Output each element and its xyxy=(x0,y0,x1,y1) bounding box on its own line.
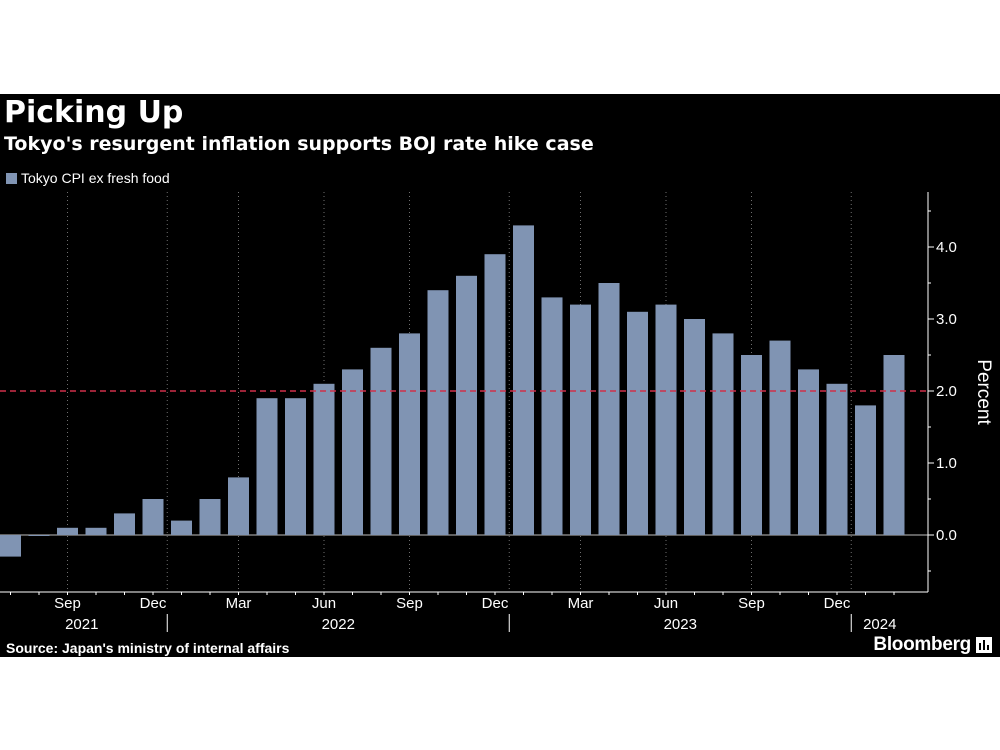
bar-apr-2022 xyxy=(256,398,278,535)
x-tick-label: Dec xyxy=(482,595,509,612)
bar-feb-2023 xyxy=(541,297,563,535)
x-year-label: 2022 xyxy=(322,616,355,633)
y-tick-label: 1.0 xyxy=(936,455,957,472)
x-tick-label: Sep xyxy=(396,595,423,612)
bar-dec-2023 xyxy=(826,383,848,535)
chart-title: Picking Up xyxy=(4,95,184,130)
bar-aug-2022 xyxy=(370,347,392,535)
bar-chart-icon xyxy=(976,637,992,653)
bar-jul-2021 xyxy=(0,535,21,557)
bar-jan-2024 xyxy=(855,405,876,535)
x-tick-label: Sep xyxy=(738,595,765,612)
inflation-bar-chart: 0.0 1.0 2.0 3.0 4.0 Percent Sep Dec Mar Jun Sep Dec… xyxy=(0,192,994,633)
bar-sep-2021 xyxy=(57,527,78,535)
x-tick-label: Mar xyxy=(226,595,252,612)
bar-dec-2021 xyxy=(142,499,164,535)
bar-jan-2023 xyxy=(513,225,534,535)
bar-jan-2022 xyxy=(171,520,192,535)
bar-jul-2022 xyxy=(342,369,363,535)
bar-nov-2021 xyxy=(114,513,135,535)
chart-subtitle: Tokyo's resurgent inflation supports BOJ… xyxy=(4,133,594,155)
chart-panel: 0.0 1.0 2.0 3.0 4.0 Percent Sep Dec Mar Jun Sep Dec… xyxy=(0,94,1000,657)
x-tick-label: Dec xyxy=(140,595,167,612)
bar-aug-2021 xyxy=(28,535,50,536)
bar-aug-2023 xyxy=(712,333,734,535)
bar-jun-2022 xyxy=(313,383,335,535)
bar-may-2023 xyxy=(627,311,648,535)
y-tick-label: 3.0 xyxy=(936,311,957,328)
x-tick-label: Mar xyxy=(568,595,594,612)
bar-oct-2022 xyxy=(427,290,449,535)
bar-oct-2021 xyxy=(85,527,107,535)
x-year-label: 2024 xyxy=(863,616,896,633)
bar-oct-2023 xyxy=(769,340,791,535)
bar-apr-2023 xyxy=(598,283,620,535)
legend-label: Tokyo CPI ex fresh food xyxy=(21,170,170,186)
x-year-label: 2023 xyxy=(664,616,697,633)
source-note: Source: Japan's ministry of internal aff… xyxy=(6,640,290,656)
y-axis-title: Percent xyxy=(973,359,994,425)
bar-jun-2023 xyxy=(655,304,677,535)
legend-swatch xyxy=(6,172,17,184)
bar-may-2022 xyxy=(285,398,306,535)
bloomberg-logo: Bloomberg xyxy=(873,634,992,656)
bar-feb-2022 xyxy=(199,499,221,535)
y-tick-label: 0.0 xyxy=(936,527,957,544)
brand-name: Bloomberg xyxy=(873,634,971,655)
bar-mar-2023 xyxy=(570,304,591,535)
y-tick-label: 4.0 xyxy=(936,239,957,256)
bar-feb-2024 xyxy=(883,355,905,535)
bar-dec-2022 xyxy=(484,254,506,535)
bar-jul-2023 xyxy=(684,319,705,535)
x-tick-label: Dec xyxy=(824,595,851,612)
x-tick-label: Sep xyxy=(54,595,81,612)
bar-nov-2022 xyxy=(456,275,477,535)
y-tick-label: 2.0 xyxy=(936,383,957,400)
x-year-label: 2021 xyxy=(65,616,98,633)
bar-mar-2022 xyxy=(228,477,249,535)
x-tick-label: Jun xyxy=(312,595,336,612)
bar-nov-2023 xyxy=(798,369,819,535)
legend: Tokyo CPI ex fresh food xyxy=(6,170,170,186)
x-tick-label: Jun xyxy=(654,595,678,612)
bar-sep-2023 xyxy=(741,355,762,535)
bar-sep-2022 xyxy=(399,333,420,535)
